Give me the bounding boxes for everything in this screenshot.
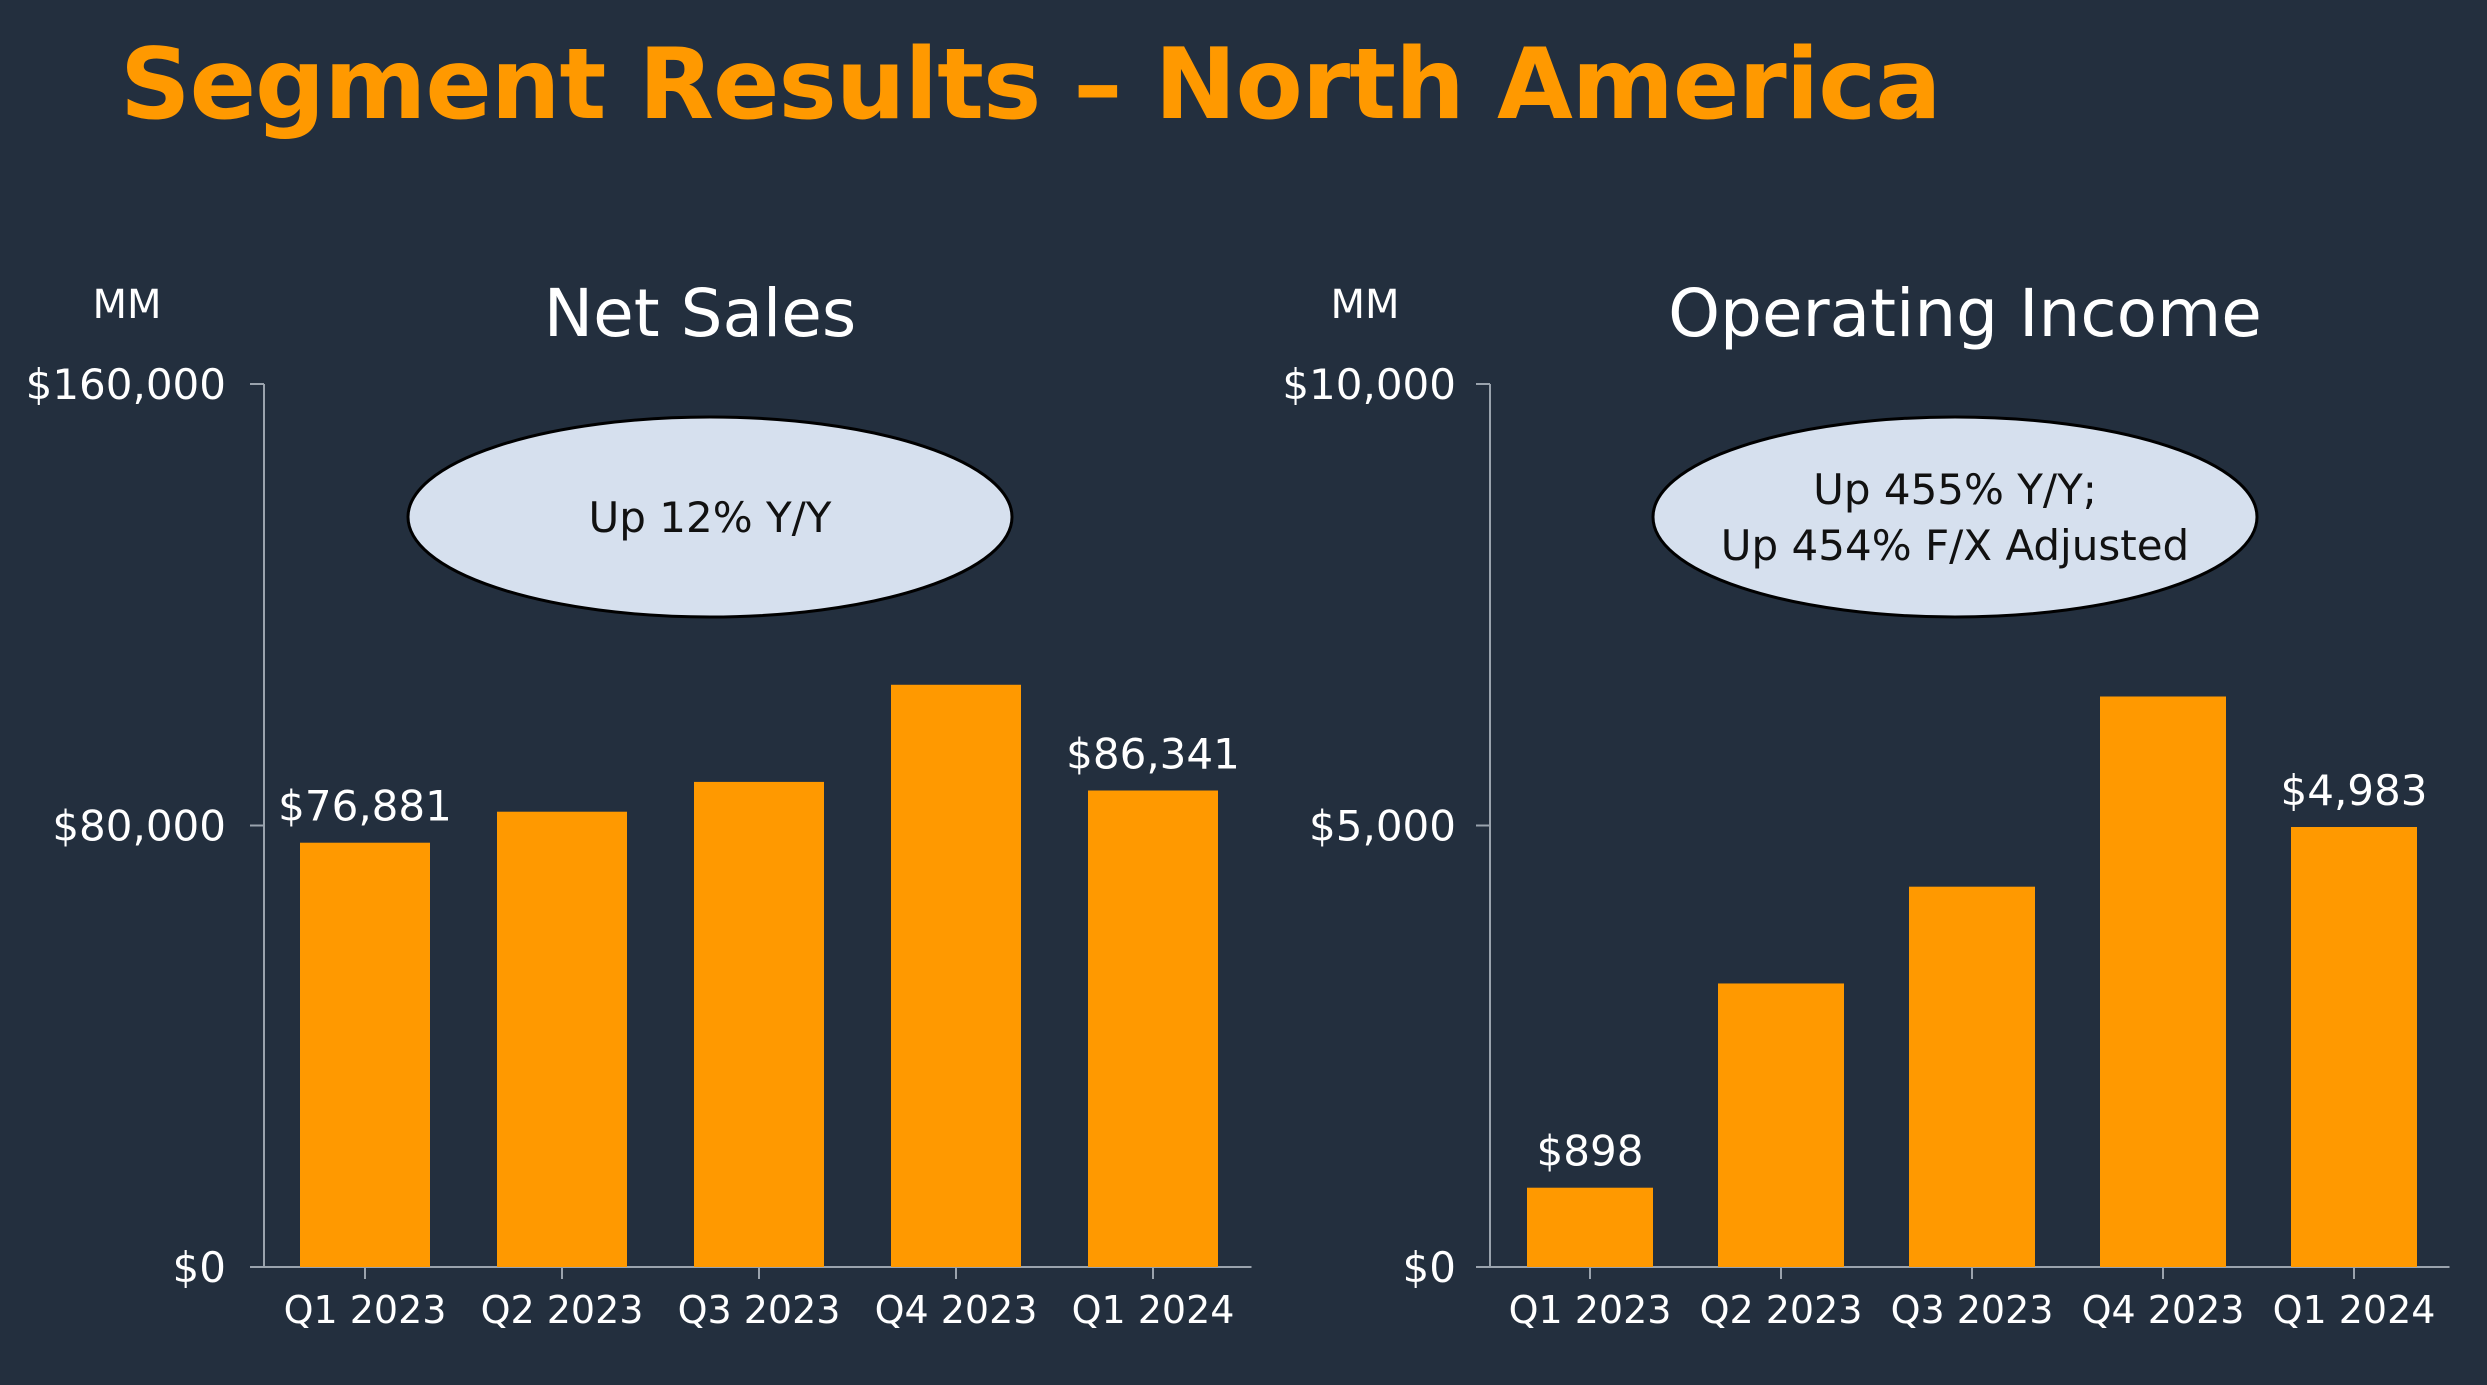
- net-sales-bar: [1088, 790, 1218, 1267]
- operating-income-xtick-label: Q3 2023: [1891, 1288, 2054, 1332]
- net-sales-xtick-label: Q1 2023: [284, 1288, 447, 1332]
- operating-income-ytick-label: $5,000: [1309, 802, 1456, 851]
- operating-income-unit-label: MM: [1330, 282, 1399, 328]
- net-sales-ytick-label: $0: [173, 1243, 226, 1292]
- net-sales-chart-title: Net Sales: [544, 275, 857, 352]
- operating-income-ytick-label: $10,000: [1282, 360, 1456, 409]
- operating-income-data-label: $4,983: [2281, 766, 2428, 815]
- net-sales-data-label: $86,341: [1066, 730, 1240, 779]
- net-sales-callout-text: Up 12% Y/Y: [589, 493, 832, 542]
- net-sales-data-label: $76,881: [278, 782, 452, 831]
- operating-income-bar: [2291, 827, 2417, 1267]
- net-sales-xtick-label: Q1 2024: [1072, 1288, 1235, 1332]
- operating-income-callout-text: Up 454% F/X Adjusted: [1721, 521, 2189, 570]
- net-sales-ytick-label: $80,000: [52, 802, 226, 851]
- operating-income-xtick-label: Q1 2024: [2273, 1288, 2436, 1332]
- net-sales-bar: [300, 842, 430, 1267]
- operating-income-bar: [2100, 696, 2226, 1267]
- operating-income-xtick-label: Q1 2023: [1509, 1288, 1672, 1332]
- slide-title: Segment Results – North America: [120, 28, 1942, 142]
- net-sales-xtick-label: Q3 2023: [678, 1288, 841, 1332]
- net-sales-xtick-label: Q2 2023: [481, 1288, 644, 1332]
- operating-income-data-label: $898: [1537, 1127, 1644, 1176]
- operating-income-callout-ellipse: [1651, 415, 2259, 619]
- operating-income-bar: [1527, 1187, 1653, 1267]
- net-sales-callout-ellipse: [406, 415, 1014, 619]
- net-sales-ytick-label: $160,000: [26, 360, 226, 409]
- operating-income-bar: [1718, 983, 1844, 1267]
- operating-income-chart-title: Operating Income: [1668, 275, 2262, 352]
- net-sales-bar: [891, 684, 1021, 1267]
- net-sales-bar: [694, 781, 824, 1267]
- net-sales-xtick-label: Q4 2023: [875, 1288, 1038, 1332]
- operating-income-bar: [1909, 886, 2035, 1267]
- operating-income-xtick-label: Q2 2023: [1700, 1288, 1863, 1332]
- net-sales-unit-label: MM: [92, 282, 161, 328]
- operating-income-callout-text: Up 455% Y/Y;: [1813, 465, 2097, 514]
- operating-income-ytick-label: $0: [1403, 1243, 1456, 1292]
- net-sales-bar: [497, 811, 627, 1267]
- operating-income-xtick-label: Q4 2023: [2082, 1288, 2245, 1332]
